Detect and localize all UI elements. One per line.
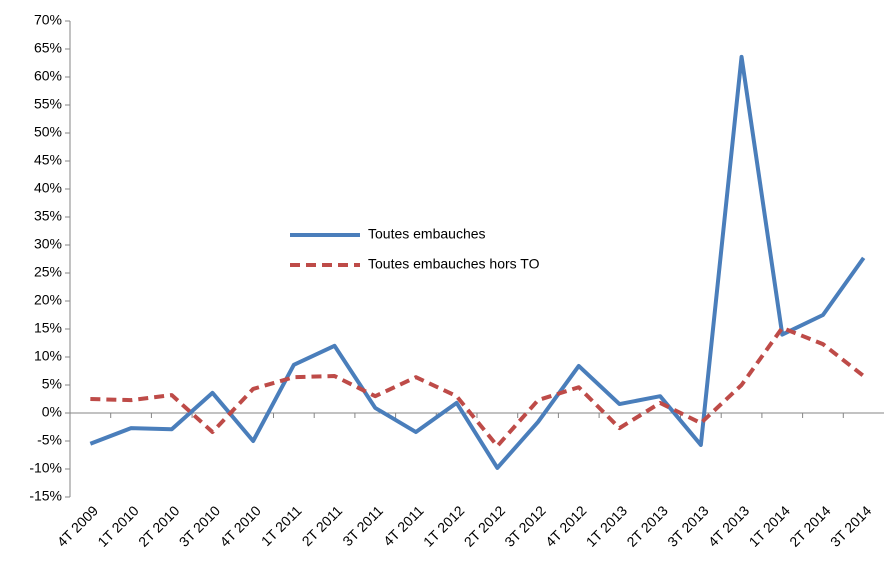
y-tick-label: 25%: [34, 264, 62, 280]
x-tick-label: 1T 2012: [420, 502, 468, 550]
y-tick-label: 40%: [34, 180, 62, 196]
y-tick-label: 15%: [34, 320, 62, 336]
y-tick-label: 70%: [34, 12, 62, 28]
x-tick-label: 3T 2012: [501, 502, 549, 550]
y-tick-label: 20%: [34, 292, 62, 308]
series-line: [89, 54, 866, 470]
x-tick-label: 3T 2010: [176, 502, 224, 550]
y-tick-label: 35%: [34, 208, 62, 224]
x-tick-label: 1T 2014: [746, 502, 794, 550]
series-line: [90, 325, 865, 449]
y-tick-label: -10%: [29, 460, 62, 476]
y-tick-label: 50%: [34, 124, 62, 140]
x-tick-label: 1T 2010: [94, 502, 142, 550]
x-tick-label: 2T 2012: [461, 502, 509, 550]
x-tick-label: 4T 2009: [54, 502, 102, 550]
x-tick-label: 2T 2011: [299, 502, 346, 549]
y-tick-label: 60%: [34, 68, 62, 84]
x-tick-label: 3T 2011: [339, 502, 386, 549]
x-tick-label: 2T 2014: [786, 502, 834, 550]
y-tick-label: 45%: [34, 152, 62, 168]
x-tick-label: 4T 2013: [705, 502, 753, 550]
x-tick-label: 4T 2012: [542, 502, 590, 550]
x-tick-label: 4T 2010: [216, 502, 264, 550]
y-tick-label: 65%: [34, 40, 62, 56]
x-tick-label: 2T 2013: [623, 502, 671, 550]
legend-label: Toutes embauches hors TO: [368, 256, 540, 272]
x-tick-label: 4T 2011: [380, 502, 427, 549]
y-tick-label: 55%: [34, 96, 62, 112]
x-tick-label: 2T 2010: [135, 502, 183, 550]
y-tick-label: -5%: [37, 432, 62, 448]
y-tick-label: 10%: [34, 348, 62, 364]
y-tick-label: 30%: [34, 236, 62, 252]
legend-label: Toutes embauches: [368, 226, 486, 242]
x-tick-label: 3T 2013: [664, 502, 712, 550]
x-tick-label: 1T 2011: [258, 502, 305, 549]
y-tick-label: 0%: [42, 404, 62, 420]
x-tick-label: 3T 2014: [827, 502, 875, 550]
y-tick-label: -15%: [29, 488, 62, 504]
x-tick-label: 1T 2013: [583, 502, 631, 550]
y-tick-label: 5%: [42, 376, 62, 392]
